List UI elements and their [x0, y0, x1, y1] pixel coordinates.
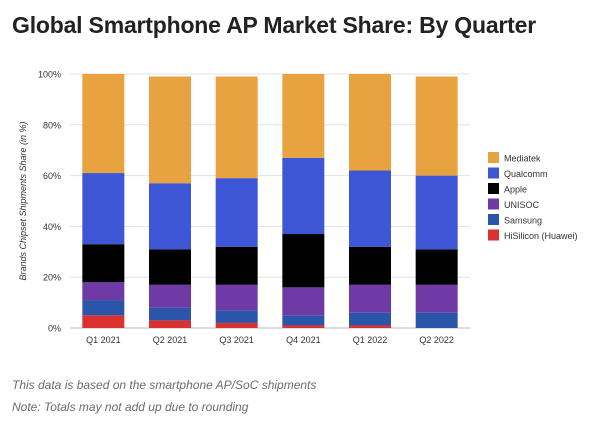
x-tick-label: Q1 2021	[86, 335, 121, 345]
bar-segment	[82, 315, 125, 328]
chart-area: 0% 20% 40% 60% 80% 100% Brands Chipset Shipmen…	[0, 58, 600, 362]
bar-segment	[349, 170, 391, 247]
bar-segment	[282, 74, 325, 158]
legend: Mediatek Qualcomm Apple UNISOC Samsung HiSili…	[488, 152, 578, 241]
bar-segment	[282, 157, 325, 235]
legend-swatch	[488, 167, 499, 179]
y-tick-label: 80%	[43, 120, 61, 130]
stacked-bar-chart: 0% 20% 40% 60% 80% 100% Brands Chipset Shipmen…	[18, 70, 578, 346]
bar-segment	[82, 282, 125, 301]
legend-swatch	[488, 229, 499, 241]
axes: 0% 20% 40% 60% 80% 100% Brands Chipset Shipmen…	[18, 70, 454, 346]
bar-segment	[149, 76, 191, 184]
bar-segment	[415, 175, 458, 250]
bar-segment	[149, 284, 191, 308]
bar-segment	[82, 74, 125, 174]
gridlines	[70, 73, 470, 329]
bar-segment	[349, 74, 391, 171]
bars	[82, 74, 458, 328]
y-tick-label: 0%	[48, 324, 61, 334]
x-tick-label: Q3 2021	[219, 335, 254, 345]
bar-segment	[82, 300, 125, 316]
legend-swatch	[488, 198, 499, 210]
bar-segment	[282, 234, 325, 288]
legend-swatch	[488, 183, 499, 194]
bar-segment	[82, 244, 125, 283]
bar-segment	[349, 284, 391, 313]
bar-segment	[415, 76, 458, 176]
x-tick-label: Q2 2021	[153, 335, 188, 345]
legend-label: Apple	[504, 185, 527, 195]
bar-segment	[215, 178, 258, 247]
bar-segment	[282, 315, 325, 326]
legend-swatch	[488, 214, 499, 225]
bar-segment	[415, 312, 458, 328]
bar-segment	[349, 325, 391, 328]
bar-segment	[215, 310, 258, 323]
bar-segment	[415, 249, 458, 285]
legend-swatch	[488, 152, 499, 163]
bar-segment	[149, 183, 191, 250]
chart-title: Global Smartphone AP Market Share: By Qu…	[12, 12, 536, 38]
legend-label: Mediatek	[504, 154, 541, 164]
y-tick-label: 40%	[43, 222, 61, 232]
bar-segment	[349, 312, 391, 326]
x-tick-label: Q1 2022	[353, 335, 388, 345]
bar-segment	[215, 322, 258, 328]
legend-label: HiSilicon (Huawei)	[504, 231, 578, 241]
bar-segment	[215, 246, 258, 285]
bar-segment	[349, 246, 391, 285]
bar-segment	[282, 325, 325, 328]
footnote-data-source: This data is based on the smartphone AP/…	[12, 378, 317, 392]
y-tick-label: 20%	[43, 273, 61, 283]
x-tick-label: Q4 2021	[286, 335, 321, 345]
bar-segment	[215, 284, 258, 311]
y-axis-label: Brands Chipset Shipments Share (in %)	[18, 121, 28, 280]
bar-segment	[149, 307, 191, 321]
legend-label: UNISOC	[504, 200, 540, 210]
y-tick-label: 60%	[43, 171, 61, 181]
legend-label: Qualcomm	[504, 169, 548, 179]
x-tick-label: Q2 2022	[419, 335, 454, 345]
bar-segment	[215, 76, 258, 179]
footnote-rounding: Note: Totals may not add up due to round…	[12, 400, 249, 414]
bar-segment	[82, 173, 125, 245]
legend-label: Samsung	[504, 216, 542, 226]
bar-segment	[149, 320, 191, 328]
bar-segment	[282, 287, 325, 316]
y-tick-label: 100%	[38, 70, 61, 80]
bar-segment	[415, 284, 458, 313]
bar-segment	[149, 249, 191, 285]
